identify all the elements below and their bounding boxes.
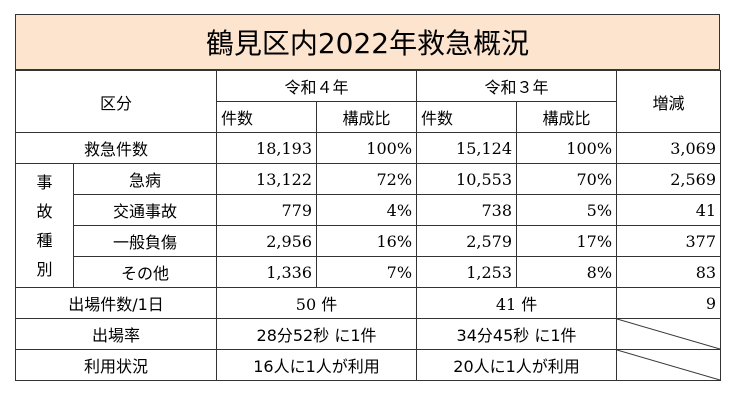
header-kubun: 区分 — [14, 70, 218, 133]
header-row-2: 件数 構成比 件数 構成比 — [16, 101, 721, 133]
daily-diff: 9 — [616, 287, 722, 319]
category-diff: 41 — [616, 194, 722, 226]
page-title: 鶴見区内2022年救急概況 — [15, 14, 720, 70]
header-row-1: 区分 令和４年 令和３年 増減 — [14, 70, 722, 133]
category-group-char: 種 — [36, 230, 53, 250]
total-r3-count: 15,124 — [416, 132, 518, 164]
usage-r4: 16人に1人が利用 — [216, 349, 418, 381]
usage-r3: 20人に1人が利用 — [416, 349, 618, 381]
category-label: その他 — [72, 256, 218, 288]
header-r4-kensu: 件数 — [216, 101, 318, 133]
header-r4-koseihi: 構成比 — [316, 101, 418, 133]
diagonal-line-icon — [617, 350, 720, 380]
category-r3-ratio: 8% — [516, 256, 618, 288]
table-row-daily: 出場件数/1日 50 件 41 件 9 — [14, 287, 722, 319]
category-r4-ratio: 4% — [316, 194, 418, 226]
category-group-char: 事 — [36, 172, 53, 192]
category-r3-ratio: 17% — [516, 225, 618, 257]
category-r4-count: 779 — [216, 194, 318, 226]
header-r3-koseihi: 構成比 — [516, 101, 618, 133]
category-label: 交通事故 — [72, 194, 218, 226]
table-row-category: 事 故 種 別 急病 13,122 72% 10,553 70% 2,569 — [15, 163, 722, 288]
total-r4-count: 18,193 — [216, 132, 318, 164]
category-r3-count: 738 — [416, 194, 518, 226]
usage-label: 利用状況 — [14, 349, 218, 381]
category-group-char: 別 — [36, 259, 53, 279]
header-zougen: 増減 — [616, 70, 722, 133]
category-r3-count: 1,253 — [416, 256, 518, 288]
category-r3-ratio: 5% — [516, 194, 618, 226]
daily-r3: 41 件 — [416, 287, 618, 319]
category-diff: 83 — [616, 256, 722, 288]
total-label: 救急件数 — [14, 132, 218, 164]
daily-r4: 50 件 — [216, 287, 418, 319]
header-r3-kensu: 件数 — [416, 101, 518, 133]
category-group-label: 事 故 種 別 — [15, 163, 74, 288]
rate-label: 出場率 — [14, 318, 218, 350]
summary-table: 区分 令和４年 令和３年 増減 件数 構成比 件数 構成比 救急件数 18,19… — [14, 70, 722, 381]
total-r3-ratio: 100% — [516, 132, 618, 164]
total-r4-ratio: 100% — [316, 132, 418, 164]
table-row-category: 一般負傷 2,956 16% 2,579 17% 377 — [16, 225, 722, 257]
category-diff: 2,569 — [616, 163, 722, 195]
table-row-category: その他 1,336 7% 1,253 8% 83 — [16, 256, 722, 288]
category-diff: 377 — [616, 225, 722, 257]
category-r4-ratio: 7% — [316, 256, 418, 288]
header-r4: 令和４年 — [216, 70, 418, 102]
diagonal-line-icon — [617, 319, 720, 349]
rate-r3: 34分45秒 に1件 — [416, 318, 618, 350]
table-row-total: 救急件数 18,193 100% 15,124 100% 3,069 — [14, 132, 722, 164]
daily-label: 出場件数/1日 — [14, 287, 218, 319]
rate-r4: 28分52秒 に1件 — [216, 318, 418, 350]
category-label: 急病 — [72, 163, 218, 195]
category-r3-ratio: 70% — [516, 163, 618, 195]
category-r4-ratio: 72% — [316, 163, 418, 195]
category-group-char: 故 — [36, 201, 53, 221]
category-r3-count: 10,553 — [416, 163, 518, 195]
table-row-category: 交通事故 779 4% 738 5% 41 — [16, 194, 722, 226]
table-row-usage: 利用状況 16人に1人が利用 20人に1人が利用 — [14, 349, 722, 381]
category-r4-count: 13,122 — [216, 163, 318, 195]
category-r4-count: 2,956 — [216, 225, 318, 257]
header-r3: 令和３年 — [416, 70, 618, 102]
category-r3-count: 2,579 — [416, 225, 518, 257]
category-label: 一般負傷 — [72, 225, 218, 257]
usage-diff-empty — [616, 349, 722, 381]
category-r4-count: 1,336 — [216, 256, 318, 288]
total-diff: 3,069 — [616, 132, 722, 164]
table-row-rate: 出場率 28分52秒 に1件 34分45秒 に1件 — [14, 318, 722, 350]
category-r4-ratio: 16% — [316, 225, 418, 257]
rate-diff-empty — [616, 318, 722, 350]
